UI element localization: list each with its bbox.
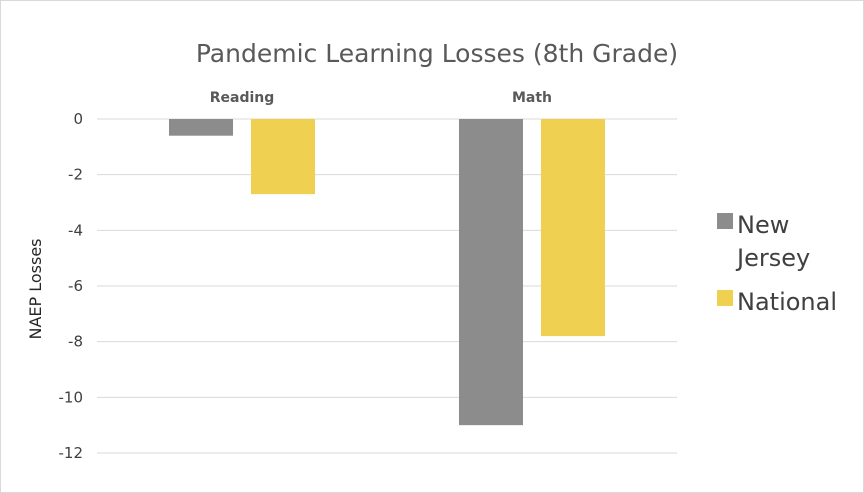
bar [251,119,315,195]
legend-label: Jersey [735,244,810,272]
legend-swatch [717,213,733,229]
bars [169,119,605,426]
y-tick-label: -4 [68,221,83,239]
y-axis-label: NAEP Losses [26,238,45,339]
category-labels: Reading Math [210,90,552,106]
y-tick-label: 0 [73,110,83,128]
bar [541,119,605,337]
y-tick-label: -10 [59,388,84,406]
category-label: Math [512,90,552,106]
legend-label: National [737,288,837,316]
y-tick-label: -2 [68,166,83,184]
y-tick-label: -8 [68,333,83,351]
bar [459,119,523,426]
bar [169,119,233,136]
y-axis-ticks: 0 -2 -4 -6 -8 -10 -12 [59,110,84,462]
y-tick-label: -6 [68,277,83,295]
chart-title: Pandemic Learning Losses (8th Grade) [196,39,678,68]
legend-swatch [717,290,733,306]
gridlines [97,118,677,454]
category-label: Reading [210,90,275,106]
legend: New Jersey National [717,211,837,316]
y-tick-label: -12 [59,444,84,462]
legend-label: New [737,211,789,239]
